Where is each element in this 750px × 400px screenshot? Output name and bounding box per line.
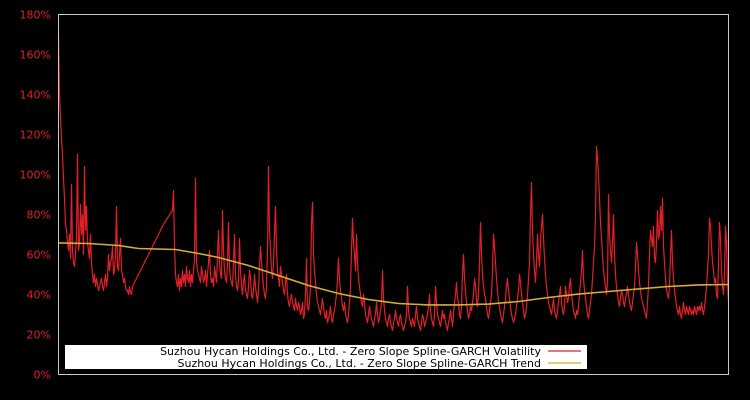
y-tick-label: 20% — [27, 329, 51, 342]
y-tick-label: 0% — [34, 369, 51, 382]
y-tick-label: 80% — [27, 209, 51, 222]
y-tick-label: 180% — [20, 9, 51, 22]
trend-line — [58, 242, 729, 306]
y-tick-label: 120% — [20, 129, 51, 142]
legend-label-volatility: Suzhou Hycan Holdings Co., Ltd. - Zero S… — [160, 345, 541, 358]
plot-frame — [58, 14, 729, 375]
y-tick-label: 160% — [20, 49, 51, 62]
legend-box — [65, 345, 587, 369]
y-tick-label: 100% — [20, 169, 51, 182]
volatility-line — [57, 34, 730, 332]
y-tick-label: 60% — [27, 249, 51, 262]
legend: Suzhou Hycan Holdings Co., Ltd. - Zero S… — [65, 345, 587, 370]
y-axis: 0% 20% 40% 60% 80% 100% 120% 140% 160% 180% — [20, 9, 51, 382]
plot-area — [57, 34, 730, 332]
legend-label-trend: Suzhou Hycan Holdings Co., Ltd. - Zero S… — [177, 357, 541, 370]
y-tick-label: 40% — [27, 289, 51, 302]
y-tick-label: 140% — [20, 89, 51, 102]
